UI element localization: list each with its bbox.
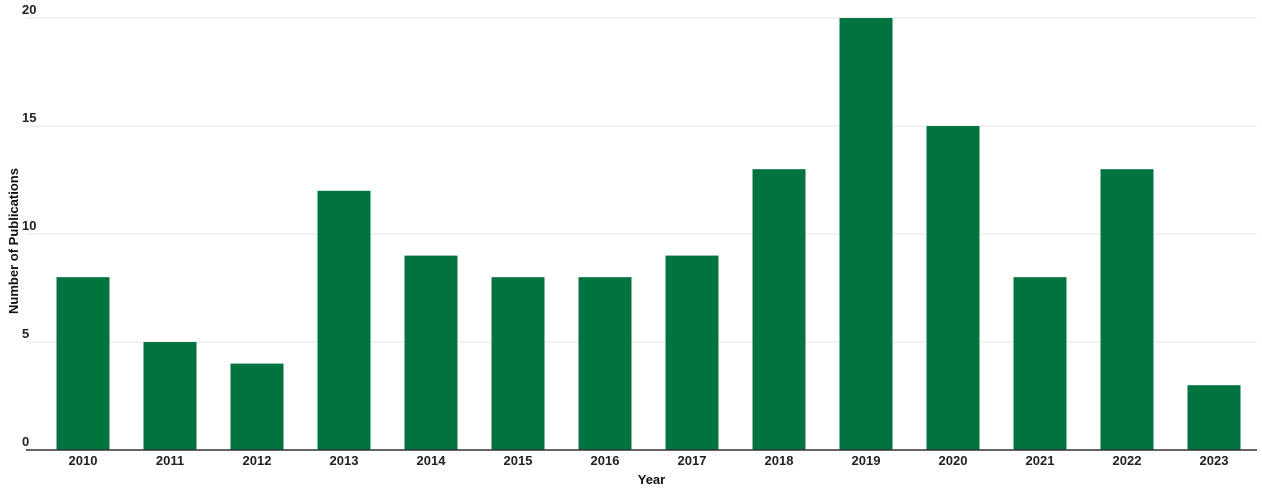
y-tick-label: 10 <box>22 218 36 233</box>
x-tick-label: 2018 <box>765 453 794 468</box>
x-tick-label: 2012 <box>243 453 272 468</box>
x-tick-label: 2021 <box>1026 453 1055 468</box>
bars <box>56 18 1241 451</box>
y-tick-label: 15 <box>22 110 36 125</box>
y-tick-label: 20 <box>22 2 36 17</box>
bar-2011 <box>143 342 197 450</box>
bar-2020 <box>926 126 980 450</box>
y-tick-label: 0 <box>22 434 29 449</box>
bar-2018 <box>752 169 806 450</box>
bar-2019 <box>839 18 893 450</box>
x-tick-label: 2020 <box>939 453 968 468</box>
bar-2016 <box>578 277 632 450</box>
y-tick-label: 5 <box>22 326 29 341</box>
bar-2022 <box>1100 169 1154 450</box>
y-axis-title: Number of Publications <box>6 168 21 314</box>
x-axis-ticks: 2010 2011 2012 2013 2014 2015 2016 2017 2018 2019… <box>69 453 1229 468</box>
x-tick-label: 2013 <box>330 453 359 468</box>
x-tick-label: 2017 <box>678 453 707 468</box>
bar-2023 <box>1187 385 1241 450</box>
x-tick-label: 2022 <box>1113 453 1142 468</box>
bar-2017 <box>665 255 719 450</box>
bar-2012 <box>230 363 284 450</box>
x-tick-label: 2019 <box>852 453 881 468</box>
gridlines <box>26 17 1257 343</box>
bar-2021 <box>1013 277 1067 450</box>
bar-2015 <box>491 277 545 450</box>
bar-2013 <box>317 190 371 451</box>
bar-2010 <box>56 277 110 450</box>
x-tick-label: 2016 <box>591 453 620 468</box>
x-tick-label: 2014 <box>417 453 447 468</box>
x-tick-label: 2015 <box>504 453 533 468</box>
x-axis-title: Year <box>638 472 665 487</box>
x-tick-label: 2023 <box>1200 453 1229 468</box>
x-tick-label: 2010 <box>69 453 98 468</box>
x-tick-label: 2011 <box>156 453 184 468</box>
y-axis-ticks: 0 5 10 15 20 <box>22 2 36 449</box>
bar-2014 <box>404 255 458 450</box>
